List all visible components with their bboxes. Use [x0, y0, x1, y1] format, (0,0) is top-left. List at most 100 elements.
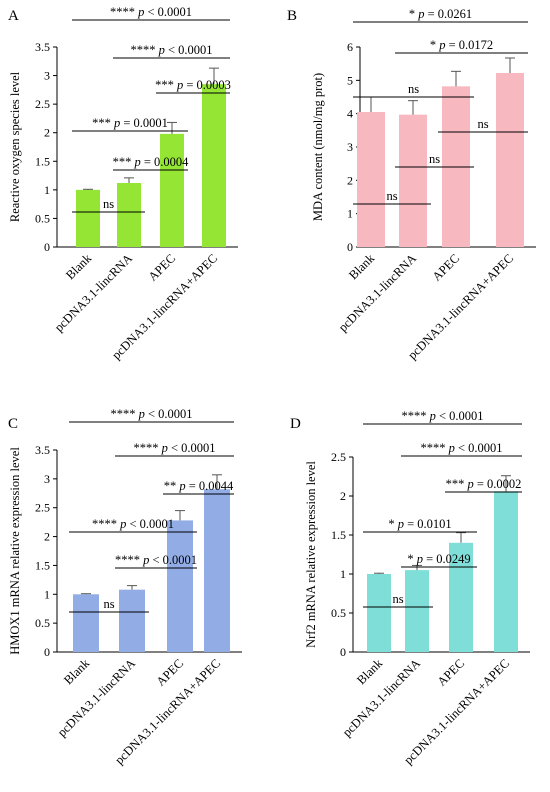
- panel-C: C 0 0.5 1 1.5 2 2.5 3 3.5 HMOX1 mRNA relative exp…: [8, 407, 242, 767]
- ns-label: ns: [477, 117, 488, 131]
- y-tick-label: 0.5: [35, 616, 50, 630]
- ns-label: ns: [103, 597, 114, 611]
- significance-label: ns: [386, 189, 397, 203]
- p-value: < 0.0001: [168, 441, 216, 455]
- y-axis-label: HMOX1 mRNA relative expression level: [8, 447, 22, 655]
- x-tick-label: pcDNA3.1-lincRNA: [336, 251, 419, 334]
- p-value: < 0.0001: [436, 409, 484, 423]
- ns-label: ns: [392, 592, 403, 606]
- significance-label: ns: [429, 152, 440, 166]
- p-symbol: p: [176, 78, 183, 92]
- p-value: = 0.0249: [423, 552, 471, 566]
- panel-letter: B: [287, 8, 297, 24]
- p-value: = 0.0003: [183, 78, 231, 92]
- x-tick-label: APEC: [430, 251, 462, 283]
- significance-label: **** p < 0.0001: [420, 441, 502, 455]
- bar: [449, 542, 473, 652]
- significance-label: * p = 0.0249: [407, 552, 470, 566]
- significance-label: **** p < 0.0001: [115, 553, 197, 567]
- p-value: = 0.0172: [445, 38, 493, 52]
- y-tick-label: 2: [44, 126, 50, 140]
- bar: [405, 570, 429, 652]
- significance-stars: ****: [401, 409, 429, 423]
- y-axis-label: Reactive oxygen species level: [8, 71, 22, 222]
- p-value: = 0.0004: [141, 155, 189, 169]
- significance-label: ns: [477, 117, 488, 131]
- p-symbol: p: [138, 407, 145, 421]
- p-symbol: p: [397, 517, 404, 531]
- bar: [73, 594, 99, 652]
- y-tick-label: 0: [44, 240, 50, 254]
- significance-stars: ***: [155, 78, 177, 92]
- significance-label: *** p = 0.0002: [446, 477, 522, 491]
- significance-stars: ****: [420, 441, 448, 455]
- significance-label: *** p = 0.0003: [155, 78, 231, 92]
- ns-label: ns: [408, 82, 419, 96]
- significance-stars: ****: [110, 407, 138, 421]
- y-tick-label: 1: [340, 567, 346, 581]
- significance-label: *** p = 0.0001: [92, 116, 168, 130]
- x-tick-label: APEC: [146, 251, 178, 283]
- significance-label: ns: [103, 197, 114, 211]
- y-tick-label: 2.5: [35, 97, 50, 111]
- y-tick-label: 0.5: [35, 211, 50, 225]
- p-value: = 0.0101: [404, 517, 452, 531]
- significance-label: ** p = 0.0044: [164, 479, 234, 493]
- y-tick-label: 2.5: [35, 501, 50, 515]
- significance-label: ns: [103, 597, 114, 611]
- ns-label: ns: [429, 152, 440, 166]
- y-tick-label: 2: [44, 530, 50, 544]
- y-tick-label: 1.5: [331, 528, 346, 542]
- significance-stars: ****: [133, 441, 161, 455]
- bar: [494, 491, 518, 652]
- bar: [117, 183, 141, 247]
- significance-stars: ****: [92, 517, 120, 531]
- p-symbol: p: [158, 43, 165, 57]
- significance-stars: ***: [92, 116, 114, 130]
- significance-label: ns: [392, 592, 403, 606]
- y-tick-label: 1: [44, 587, 50, 601]
- p-value: < 0.0001: [144, 5, 192, 19]
- p-symbol: p: [429, 409, 436, 423]
- significance-label: * p = 0.0172: [430, 38, 493, 52]
- ns-label: ns: [386, 189, 397, 203]
- bar: [367, 574, 391, 652]
- y-tick-label: 6: [347, 40, 353, 54]
- bar: [399, 114, 427, 248]
- p-value: < 0.0001: [165, 43, 213, 57]
- significance-stars: ****: [115, 553, 143, 567]
- panel-letter: C: [8, 416, 18, 432]
- p-value: < 0.0001: [149, 553, 197, 567]
- p-symbol: p: [417, 7, 424, 21]
- y-tick-label: 3.5: [35, 443, 50, 457]
- significance-label: ns: [408, 82, 419, 96]
- x-tick-label: Blank: [61, 656, 93, 688]
- p-symbol: p: [438, 38, 445, 52]
- y-tick-label: 5: [347, 73, 353, 87]
- ns-label: ns: [103, 197, 114, 211]
- p-symbol: p: [161, 441, 168, 455]
- x-tick-label: pcDNA3.1-lincRNA: [52, 251, 135, 334]
- significance-stars: **: [164, 479, 180, 493]
- y-tick-label: 0: [44, 645, 50, 659]
- bar: [119, 589, 145, 652]
- p-symbol: p: [113, 116, 120, 130]
- significance-stars: *: [430, 38, 439, 52]
- x-tick-label: Blank: [346, 251, 378, 283]
- panel-letter: D: [290, 416, 301, 432]
- y-tick-label: 3: [44, 472, 50, 486]
- p-symbol: p: [142, 553, 149, 567]
- y-tick-label: 3.5: [35, 40, 50, 54]
- significance-stars: *: [407, 552, 416, 566]
- significance-label: *** p = 0.0004: [113, 155, 190, 169]
- x-tick-label: pcDNA3.1-lincRNA: [55, 656, 138, 739]
- bar: [160, 133, 184, 247]
- bar: [204, 489, 230, 652]
- y-tick-label: 3: [347, 140, 353, 154]
- p-value: = 0.0001: [120, 116, 168, 130]
- significance-stars: ***: [446, 477, 468, 491]
- p-symbol: p: [178, 479, 185, 493]
- significance-label: **** p < 0.0001: [133, 441, 215, 455]
- significance-stars: ****: [110, 5, 138, 19]
